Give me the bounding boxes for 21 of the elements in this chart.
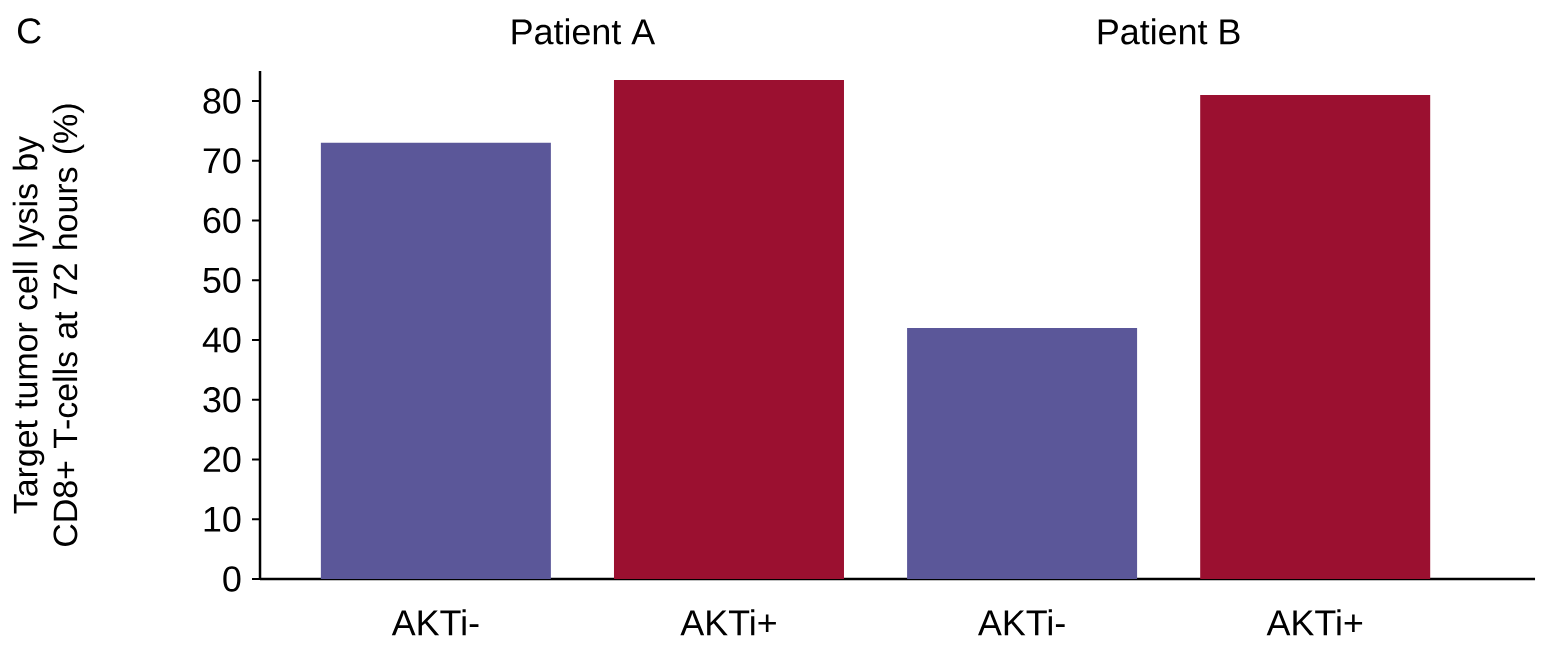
y-tick-label: 50 [203,267,241,293]
y-tick-label: 80 [203,88,241,114]
y-axis-title: Target tumor cell lysis by CD8+ T-cells at 72 hours (%) [12,104,85,546]
x-tick-label: AKTi+ [680,609,776,636]
y-tick-label: 20 [203,446,241,473]
x-tick-label: AKTi- [391,609,479,636]
y-tick-label: 10 [204,506,241,532]
bar [613,80,844,579]
x-tick-label: AKTi+ [1266,609,1363,636]
text: Patient A [512,18,656,45]
bar [907,328,1138,579]
x-tick-label: AKTi- [977,609,1065,636]
y-tick-label: 40 [202,327,241,353]
text: Patient B [1098,18,1240,45]
y-tick-label: 70 [203,148,241,174]
y-tick-label: 0 [223,566,241,592]
y-tick-label: 60 [203,207,241,234]
y-tick-label: 30 [203,387,241,413]
bar [1200,95,1431,579]
text: C [18,18,41,44]
bar [320,142,551,579]
